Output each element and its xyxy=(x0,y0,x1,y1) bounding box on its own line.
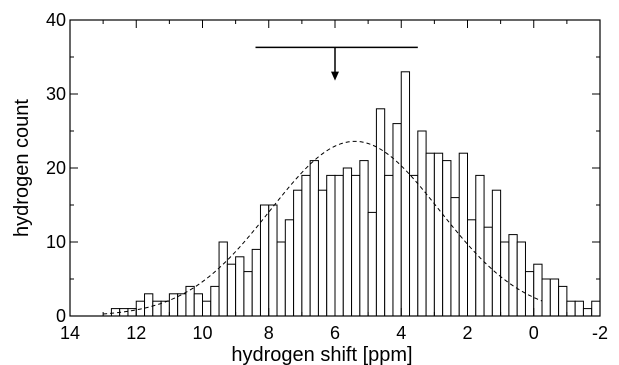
histogram-bar xyxy=(483,226,493,317)
histogram-bar xyxy=(574,300,584,317)
histogram-bar xyxy=(226,263,237,317)
histogram-bar xyxy=(293,189,303,317)
histogram-bar xyxy=(359,160,369,317)
histogram-bar xyxy=(243,271,253,317)
histogram-bar xyxy=(467,219,477,317)
histogram-bar xyxy=(309,160,319,317)
y-tick-label: 30 xyxy=(46,84,66,104)
x-tick-label: 10 xyxy=(192,323,212,343)
histogram-bar xyxy=(367,211,377,317)
histogram-bar xyxy=(582,308,593,317)
histogram-bar xyxy=(326,174,336,317)
x-axis-title: hydrogen shift [ppm] xyxy=(231,344,412,365)
histogram-bar xyxy=(342,167,353,317)
histogram-bar xyxy=(508,234,518,317)
y-tick-label: 40 xyxy=(46,10,66,30)
y-tick-label: 10 xyxy=(46,232,66,252)
histogram-bar xyxy=(475,174,485,317)
histogram-bar xyxy=(301,174,311,317)
x-tick-label: 6 xyxy=(330,323,340,343)
x-tick-label: 2 xyxy=(462,323,472,343)
histogram-bar xyxy=(566,300,576,317)
x-tick-label: 12 xyxy=(126,323,146,343)
histogram-bar xyxy=(384,174,394,317)
histogram-bar xyxy=(400,71,411,317)
histogram-bar xyxy=(591,300,601,317)
histogram-bar xyxy=(516,241,526,317)
bars-group xyxy=(110,71,601,317)
x-tick-label: 4 xyxy=(396,323,406,343)
histogram-bar xyxy=(433,152,444,317)
histogram-bar xyxy=(218,241,228,317)
histogram-bar xyxy=(392,123,402,317)
histogram-bar xyxy=(144,293,154,317)
histogram-bar xyxy=(351,174,361,317)
histogram-bar xyxy=(425,152,435,317)
histogram-bar xyxy=(185,285,195,317)
histogram-bar xyxy=(160,300,170,317)
histogram-bar xyxy=(541,278,551,317)
histogram-bar xyxy=(177,293,187,317)
histogram-bar xyxy=(251,248,261,317)
histogram-bar xyxy=(558,285,568,317)
histogram-bar xyxy=(168,293,179,317)
y-tick-label: 20 xyxy=(46,158,66,178)
gaussian-fit-curve xyxy=(103,140,543,315)
y-axis-ticks: 0 10 20 30 40 xyxy=(46,10,600,326)
x-axis-ticks: 14 12 10 8 6 4 2 0 -2 xyxy=(60,20,608,343)
histogram-bar xyxy=(500,241,510,317)
histogram-bar xyxy=(235,256,245,317)
histogram-bar xyxy=(334,174,344,317)
x-tick-label: 8 xyxy=(264,323,274,343)
histogram-bar xyxy=(549,278,560,317)
histogram-bar xyxy=(417,130,427,317)
histogram-bar xyxy=(375,108,386,317)
range-annotation xyxy=(255,46,418,81)
histogram-bar xyxy=(193,293,203,317)
y-tick-label: 0 xyxy=(56,306,66,326)
histogram-bar xyxy=(533,263,543,317)
histogram-bar xyxy=(450,197,460,317)
y-axis-title: hydrogen count xyxy=(11,99,33,237)
histogram-bar xyxy=(276,241,286,317)
histogram-bar xyxy=(317,189,328,317)
histogram-bar xyxy=(524,271,535,317)
histogram-bar xyxy=(202,300,212,317)
histogram-bar xyxy=(210,285,220,317)
x-tick-label: 0 xyxy=(529,323,539,343)
x-tick-label: -2 xyxy=(592,323,608,343)
histogram-bar xyxy=(284,219,295,317)
x-tick-label: 14 xyxy=(60,323,80,343)
histogram-bar xyxy=(491,189,502,317)
histogram-bar xyxy=(458,152,468,317)
histogram-bar xyxy=(442,160,452,317)
histogram-bar xyxy=(127,308,137,317)
arrow-head xyxy=(331,71,339,81)
histogram-bar xyxy=(409,174,419,317)
histogram-bar xyxy=(268,204,278,317)
